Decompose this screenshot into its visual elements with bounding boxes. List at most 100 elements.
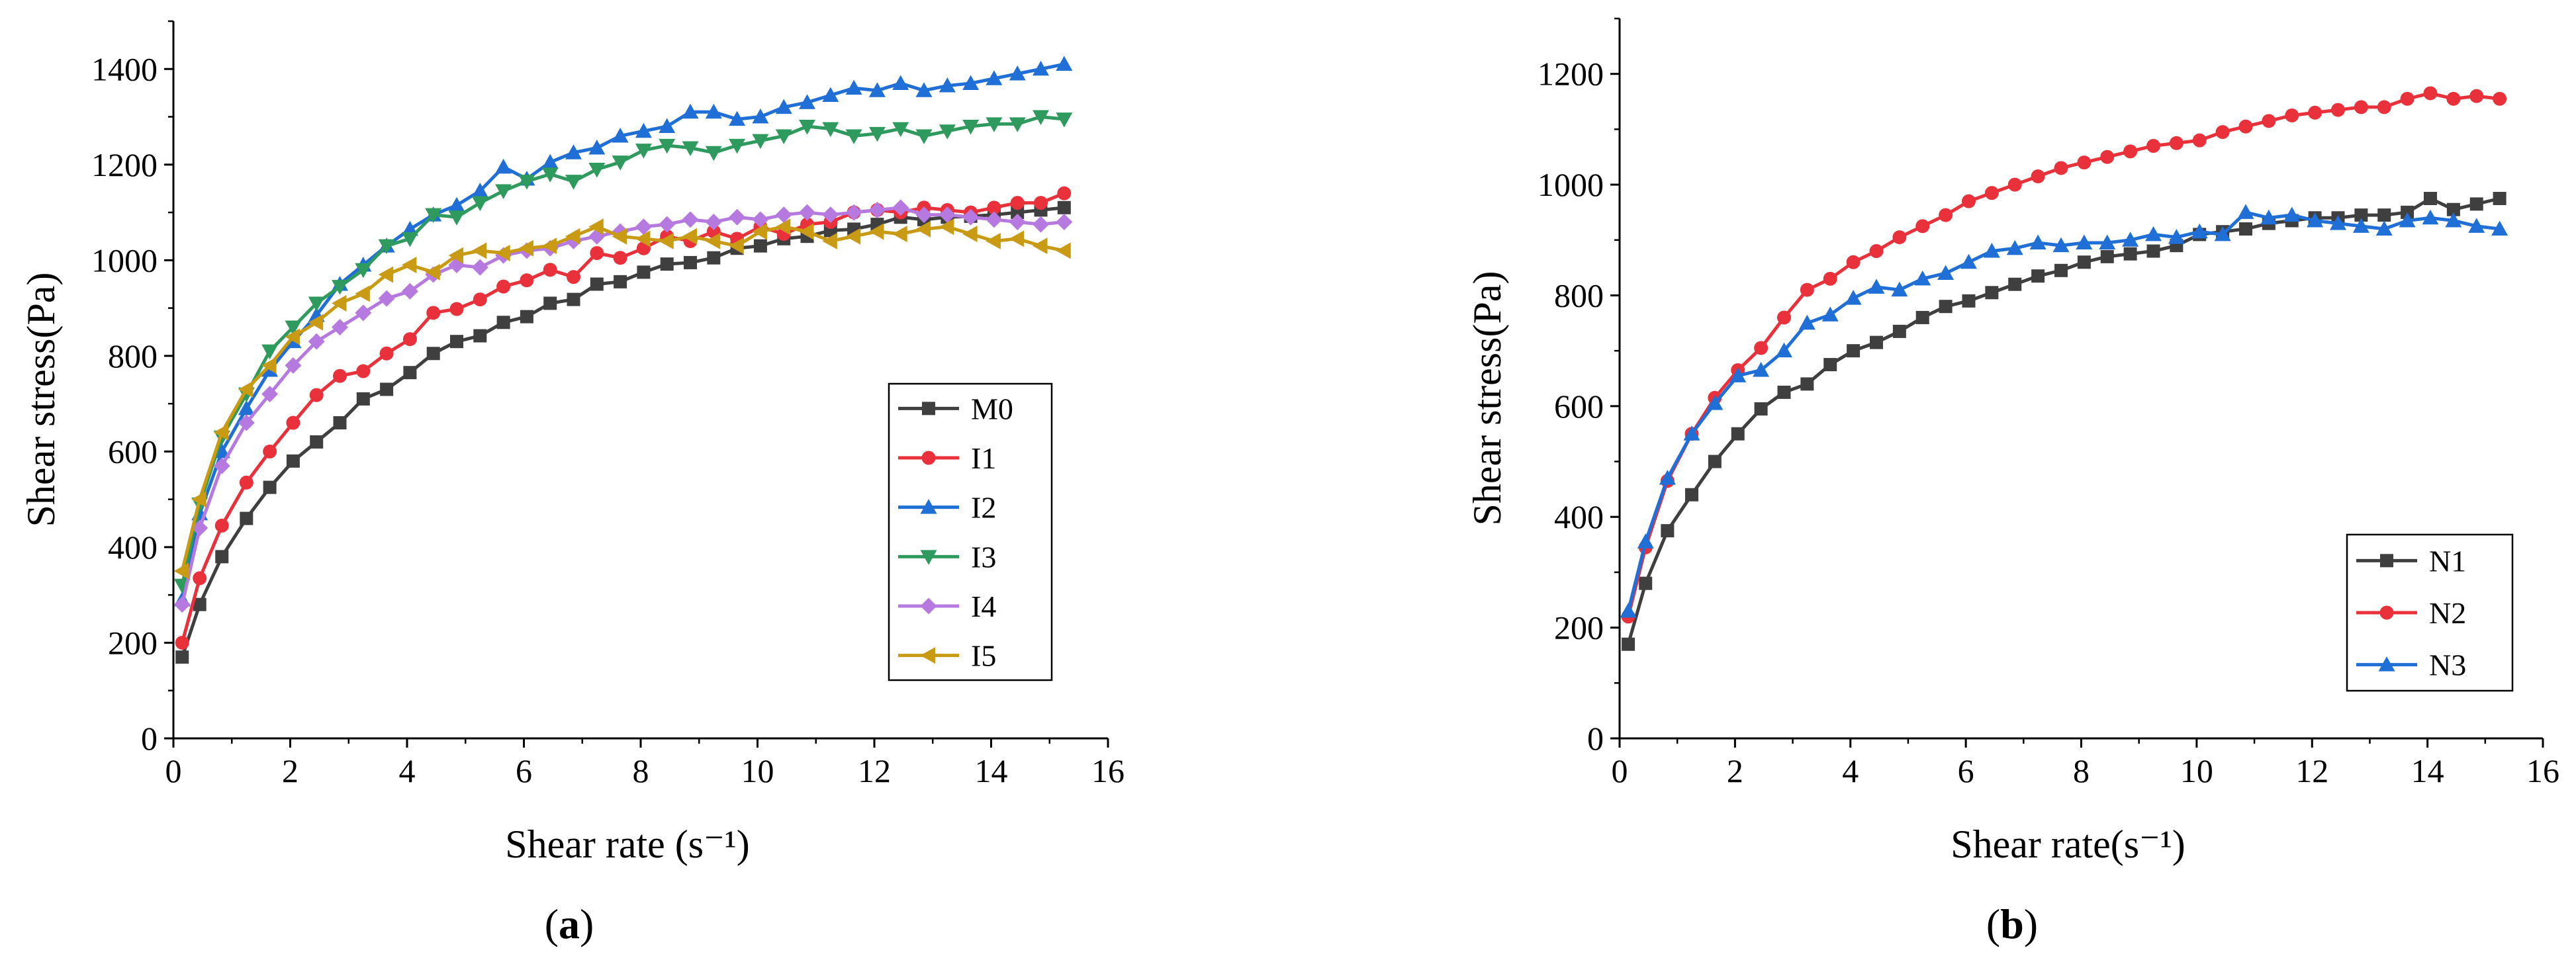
panel-a-data-point-i4 xyxy=(775,206,792,224)
panel-a-data-point-i4 xyxy=(1009,214,1026,231)
panel-b-data-point-n2 xyxy=(2169,136,2184,150)
panel-a-legend-label-i5: I5 xyxy=(971,639,996,673)
panel-a-data-point-i3 xyxy=(868,126,886,142)
panel-b-x-tick-label: 12 xyxy=(2295,752,2328,789)
panel-a-data-point-i5 xyxy=(355,285,370,302)
panel-a-data-point-i5 xyxy=(845,228,861,245)
panel-a-data-point-i3 xyxy=(588,163,606,178)
panel-b-data-point-n3 xyxy=(2283,206,2301,222)
panel-a-legend-marker-i1 xyxy=(921,451,936,465)
panel-b-data-point-n2 xyxy=(2123,144,2138,159)
panel-b-data-point-n2 xyxy=(2192,133,2207,148)
panel-a-data-point-m0 xyxy=(380,382,394,396)
panel-b-data-point-n3 xyxy=(2029,234,2047,249)
panel-b-data-point-n3 xyxy=(1868,279,1885,294)
panel-a-data-point-i2 xyxy=(868,82,886,97)
panel-a-data-point-i2 xyxy=(705,103,722,119)
panel-a-data-point-m0 xyxy=(684,255,698,269)
panel-b-x-tick-label: 10 xyxy=(2180,752,2213,789)
panel-a-data-point-i5 xyxy=(541,238,557,255)
panel-a-data-point-i3 xyxy=(939,124,956,140)
panel-a-legend-marker-m0 xyxy=(922,402,935,415)
panel-a-legend-marker-i5 xyxy=(920,647,935,664)
panel-a-data-point-i3 xyxy=(1033,110,1050,126)
panel-a-data-point-m0 xyxy=(193,597,207,611)
panel-b-data-point-n3 xyxy=(2122,232,2139,247)
panel-a-data-point-i5 xyxy=(1009,230,1025,247)
panel-a-data-point-i3 xyxy=(261,344,279,360)
panel-a-legend-marker-i2 xyxy=(920,499,937,514)
panel-b-x-tick-label: 16 xyxy=(2526,752,2559,789)
panel-a-data-point-m0 xyxy=(543,296,557,310)
panel-a-data-point-i5 xyxy=(238,380,253,398)
panel-b-data-point-n1 xyxy=(1800,377,1814,391)
panel-a-data-point-m0 xyxy=(1057,200,1071,214)
panel-a-data-point-i2 xyxy=(962,75,980,90)
panel-a-data-point-i5 xyxy=(285,328,300,345)
panel-a-data-point-i2 xyxy=(939,77,956,93)
panel-b-data-point-n3 xyxy=(1845,290,1862,305)
panel-a-data-point-i3 xyxy=(355,263,372,279)
panel-a-data-point-i3 xyxy=(285,320,302,336)
panel-a-y-tick-label: 200 xyxy=(108,624,158,661)
panel-b-x-tick-label: 0 xyxy=(1612,752,1628,789)
panel-b-data-point-n2 xyxy=(1869,244,1884,259)
panel-b-data-point-n1 xyxy=(1754,402,1768,416)
panel-b-data-point-n3 xyxy=(2052,237,2070,253)
panel-a-data-point-i5 xyxy=(378,266,394,283)
panel-a-legend-marker-i4 xyxy=(920,597,937,615)
panel-b-data-point-n1 xyxy=(1847,344,1861,358)
panel-a-data-point-i4 xyxy=(635,218,652,236)
panel-b-data-point-n3 xyxy=(2191,223,2208,239)
panel-a-data-point-i1 xyxy=(449,302,464,316)
panel-a-data-point-i3 xyxy=(892,122,909,138)
panel-b-series-n2 xyxy=(1621,86,2507,624)
panel-a-data-point-i5 xyxy=(705,232,721,249)
panel-a-x-tick-label: 0 xyxy=(165,752,182,789)
panel-a-data-point-i3 xyxy=(332,280,349,295)
panel-b-x-tick-label: 8 xyxy=(2073,752,2090,789)
panel-a-data-point-i1 xyxy=(426,306,441,320)
panel-a-data-point-i1 xyxy=(309,388,324,402)
panel-b-data-point-n2 xyxy=(2007,177,2022,192)
panel-a-data-point-i3 xyxy=(518,175,535,190)
panel-b-data-point-n2 xyxy=(2330,103,2345,117)
panel-a-y-tick-label: 1000 xyxy=(91,241,158,279)
panel-a-data-point-i2 xyxy=(915,82,933,97)
panel-b-data-point-n2 xyxy=(1961,194,1976,208)
panel-a-data-point-i5 xyxy=(425,263,440,281)
panel-a-data-point-m0 xyxy=(1011,206,1025,220)
panel-a-data-point-m0 xyxy=(286,454,300,468)
panel-b-data-point-n3 xyxy=(1821,306,1839,322)
panel-a-legend: M0 I1 I2 I3 I4 I5 xyxy=(888,382,1053,681)
panel-a-data-point-m0 xyxy=(707,251,721,265)
panel-a-data-point-i5 xyxy=(495,244,510,261)
panel-a-data-point-i4 xyxy=(659,216,676,233)
panel-a-data-point-i3 xyxy=(705,146,722,161)
panel-a-legend-label-i3: I3 xyxy=(971,540,996,574)
panel-a-data-point-i5 xyxy=(471,242,487,259)
panel-a-data-point-i2 xyxy=(401,220,418,236)
panel-b-data-point-n1 xyxy=(1869,335,1883,349)
panel-a-data-point-m0 xyxy=(263,480,277,494)
panel-a-data-point-i5 xyxy=(448,247,464,264)
panel-b-x-tick-label: 4 xyxy=(1842,752,1859,789)
panel-a-data-point-i4 xyxy=(261,386,279,403)
panel-b-data-point-n2 xyxy=(1984,186,1999,200)
panel-a-data-point-i3 xyxy=(565,175,582,190)
panel-a-data-point-i3 xyxy=(986,117,1003,132)
panel-b-legend-label-n1: N1 xyxy=(2429,544,2466,578)
panel-a-data-point-m0 xyxy=(426,347,440,361)
panel-a-data-point-m0 xyxy=(590,277,604,291)
panel-a-data-point-i1 xyxy=(567,270,581,284)
panel-a-data-point-i2 xyxy=(448,197,465,212)
panel-b-data-point-n3 xyxy=(1659,470,1676,485)
panel-a-data-point-i1 xyxy=(1034,196,1048,210)
panel-b-data-point-n2 xyxy=(2100,150,2115,164)
panel-b-data-point-n3 xyxy=(1983,243,2000,258)
panel-a-data-point-i4 xyxy=(915,206,933,224)
panel-b-data-point-n1 xyxy=(2401,205,2415,219)
panel-a-data-point-m0 xyxy=(333,416,347,430)
panel-a-data-point-m0 xyxy=(215,550,229,564)
panel-a-legend-box xyxy=(888,382,1053,681)
